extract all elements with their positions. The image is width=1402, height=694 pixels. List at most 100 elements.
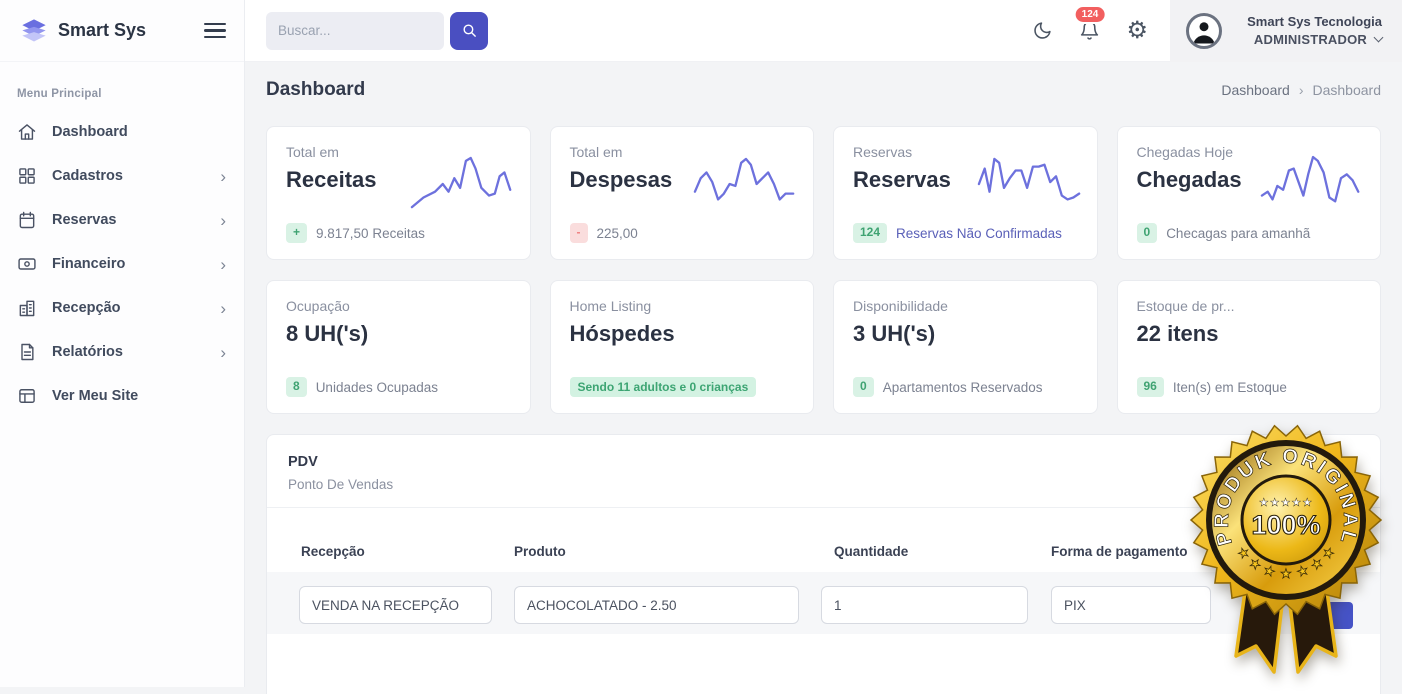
stat-title: 22 itens (1136, 321, 1219, 346)
column-header-recepcao: Recepção (301, 544, 365, 559)
stat-card-disponibilidade: Disponibilidade 3 UH('s) 0 Apartamentos … (833, 280, 1098, 414)
menu-section-label: Menu Principal (17, 88, 102, 100)
stat-kicker: Total em (286, 144, 339, 160)
sidebar-item-label: Dashboard (52, 124, 128, 140)
stat-card-despesas: Total em Despesas - 225,00 (549, 126, 814, 260)
stat-footer-link[interactable]: Reservas Não Confirmadas (896, 225, 1062, 241)
sidebar-item-ver-meu-site[interactable]: Ver Meu Site (0, 374, 244, 418)
pdv-form-row (267, 572, 1380, 634)
settings-button[interactable]: ⚙ (1126, 16, 1148, 44)
sidebar-item-cadastros[interactable]: Cadastros › (0, 154, 244, 198)
produto-select[interactable] (514, 586, 799, 624)
search-input[interactable] (266, 11, 444, 50)
sidebar-item-relatorios[interactable]: Relatórios › (0, 330, 244, 374)
column-header-pagamento: Forma de pagamento (1051, 544, 1188, 559)
sidebar-item-reservas[interactable]: Reservas › (0, 198, 244, 242)
pdv-title: PDV (288, 454, 318, 470)
building-icon (17, 298, 37, 318)
sparkline-chart (410, 156, 511, 209)
dark-mode-toggle[interactable] (1032, 20, 1053, 41)
moon-icon (1034, 22, 1052, 39)
money-icon (17, 254, 37, 274)
stat-card-hospedes: Home Listing Hóspedes Sendo 11 adultos e… (549, 280, 814, 414)
sidebar: Smart Sys Menu Principal Dashboard Cadas… (0, 0, 245, 687)
stat-kicker: Disponibilidade (853, 298, 948, 314)
breadcrumb-separator-icon: › (1298, 82, 1304, 98)
sparkline-chart (977, 157, 1080, 201)
stat-badge: 0 (1136, 223, 1158, 243)
stat-card-estoque: Estoque de pr... 22 itens 96 Iten(s) em … (1116, 280, 1381, 414)
grid-icon (17, 166, 37, 186)
pagamento-select[interactable] (1051, 586, 1211, 624)
stat-kicker: Total em (569, 144, 623, 160)
stat-footer: 9.817,50 Receitas (316, 225, 425, 241)
stat-card-chegadas: Chegadas Hoje Chegadas 0 Checagas para a… (1116, 126, 1381, 260)
stat-kicker: Reservas (853, 144, 913, 160)
stat-title: Reservas (853, 167, 951, 192)
sparkline-chart (693, 157, 795, 201)
sidebar-item-financeiro[interactable]: Financeiro › (0, 242, 244, 286)
hamburger-menu-icon[interactable] (204, 22, 226, 39)
chevron-right-icon: › (220, 298, 226, 318)
breadcrumb: Dashboard › Dashboard (1221, 82, 1381, 98)
stat-card-ocupacao: Ocupação 8 UH('s) 8 Unidades Ocupadas (266, 280, 531, 414)
avatar (1186, 12, 1222, 49)
home-icon (17, 122, 37, 142)
quantidade-input[interactable] (821, 586, 1028, 624)
calendar-icon (17, 210, 37, 230)
sidebar-item-label: Ver Meu Site (52, 388, 139, 404)
stat-kicker: Estoque de pr... (1136, 298, 1235, 314)
stat-footer: Apartamentos Reservados (882, 379, 1043, 395)
search-group (266, 11, 488, 50)
stats-grid: Total em Receitas + 9.817,50 Receitas To… (266, 126, 1381, 414)
sidebar-item-label: Relatórios (52, 344, 123, 360)
pdv-panel: PDV Ponto De Vendas Recepção Produto Qua… (266, 434, 1381, 694)
stat-card-receitas: Total em Receitas + 9.817,50 Receitas (266, 126, 531, 260)
notification-count-badge: 124 (1075, 7, 1105, 22)
chevron-right-icon: › (220, 342, 226, 362)
search-icon (462, 24, 476, 37)
search-button[interactable] (450, 11, 488, 50)
document-icon (17, 342, 37, 362)
pdv-submit-button[interactable] (1291, 602, 1353, 629)
notifications-button[interactable]: 124 (1075, 7, 1105, 41)
topbar: 124 ⚙ Smart Sys Tecnologia ADMINISTRADOR (245, 0, 1402, 62)
stat-footer: Iten(s) em Estoque (1172, 379, 1287, 395)
column-header-quantidade: Quantidade (834, 544, 909, 559)
stat-badge: 96 (1136, 377, 1164, 397)
brand-logo-icon (22, 18, 46, 41)
sidebar-item-label: Cadastros (52, 168, 123, 184)
chevron-right-icon: › (220, 166, 226, 186)
brand-name: Smart Sys (58, 20, 147, 40)
chevron-right-icon: › (220, 254, 226, 274)
topbar-actions: 124 ⚙ (1032, 7, 1170, 44)
bell-icon (1081, 21, 1099, 40)
sidebar-item-label: Reservas (52, 212, 117, 228)
breadcrumb-parent[interactable]: Dashboard (1221, 82, 1290, 98)
stat-card-reservas: Reservas Reservas 124 Reservas Não Confi… (833, 126, 1098, 260)
breadcrumb-current: Dashboard (1312, 82, 1382, 98)
page-title: Dashboard (266, 79, 366, 100)
stat-title: 8 UH('s) (286, 321, 369, 346)
stat-kicker: Chegadas Hoje (1136, 144, 1234, 160)
stat-footer: Checagas para amanhã (1166, 225, 1311, 241)
column-header-produto: Produto (514, 544, 566, 559)
sidebar-item-recepcao[interactable]: Recepção › (0, 286, 244, 330)
stat-title: Receitas (286, 167, 377, 192)
stat-kicker: Home Listing (569, 298, 652, 314)
stat-badge: - (569, 223, 588, 243)
gear-icon: ⚙ (1126, 16, 1148, 44)
recepcao-select[interactable] (299, 586, 492, 624)
user-menu[interactable]: Smart Sys Tecnologia ADMINISTRADOR (1170, 0, 1402, 62)
sidebar-item-label: Financeiro (52, 256, 126, 272)
brand: Smart Sys (0, 0, 244, 62)
sidebar-item-label: Recepção (52, 300, 121, 316)
stat-title: Despesas (569, 167, 673, 192)
chevron-down-icon (1373, 32, 1384, 43)
stat-footer: Unidades Ocupadas (315, 379, 439, 395)
stat-title: 3 UH('s) (853, 321, 936, 346)
stat-title: Hóspedes (569, 321, 675, 346)
main-content: Dashboard Dashboard › Dashboard Total em… (245, 62, 1402, 694)
sidebar-item-dashboard[interactable]: Dashboard (0, 110, 244, 154)
stat-kicker: Ocupação (286, 298, 350, 314)
